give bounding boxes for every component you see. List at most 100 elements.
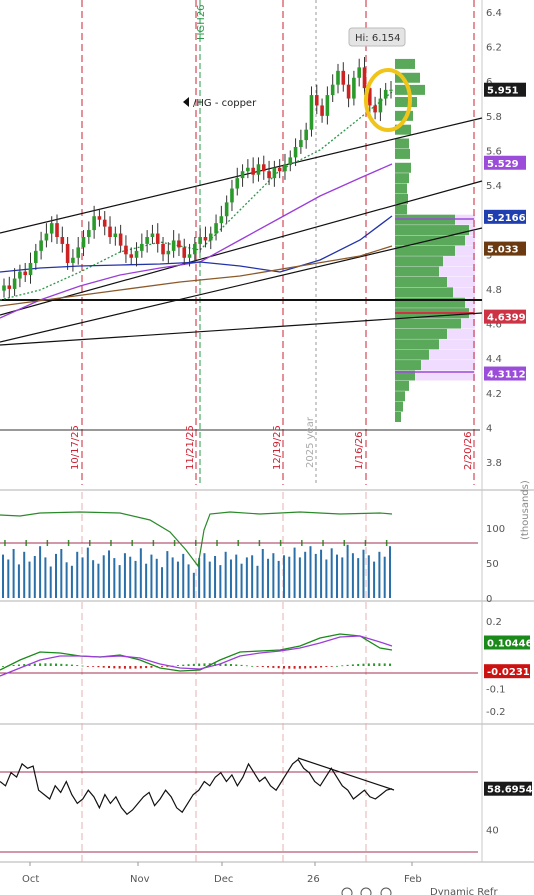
- macd-histogram-bar: [330, 666, 333, 667]
- volume-bar: [134, 560, 137, 598]
- trend-channel-mid: [0, 180, 483, 316]
- candle-body: [383, 89, 388, 99]
- candle-body: [7, 285, 12, 289]
- volume-profile-bar: [395, 412, 401, 422]
- candle-body: [325, 95, 330, 116]
- macd-tick-label: 0.2: [486, 617, 502, 628]
- macd-histogram-bar: [351, 664, 354, 666]
- candle-body: [362, 67, 367, 89]
- volume-profile-bar: [395, 287, 453, 298]
- volume-bars: [2, 540, 391, 598]
- macd-histogram-bar: [161, 666, 164, 667]
- candle-body: [28, 262, 33, 276]
- footer-controls[interactable]: Dynamic Refr: [341, 887, 498, 895]
- volume-bar: [97, 563, 100, 598]
- candle-body: [102, 219, 107, 227]
- volume-profile-bar: [395, 183, 407, 194]
- candle-body: [39, 240, 43, 251]
- volume-bar: [198, 558, 201, 598]
- volume-bar: [17, 564, 20, 598]
- volume-bar: [373, 561, 376, 598]
- candle-body: [314, 95, 319, 106]
- macd-histogram-bar: [55, 663, 58, 666]
- value-area-shade: [395, 370, 475, 381]
- volume-bar: [49, 566, 52, 598]
- volume-bar: [129, 556, 132, 598]
- macd-histogram-bar: [129, 666, 132, 669]
- volume-bar: [346, 544, 349, 598]
- candle-body: [129, 254, 134, 258]
- macd-histogram-bar: [320, 666, 323, 668]
- macd-histogram-bar: [298, 666, 301, 669]
- price-tag-box: [484, 309, 526, 324]
- macd-histogram-bar: [44, 663, 47, 666]
- volume-bar: [251, 555, 254, 598]
- rsi-tags: 58.6954: [484, 781, 533, 796]
- candle-body: [23, 271, 28, 276]
- macd-histogram-bar: [12, 664, 15, 666]
- macd-histogram-bar: [240, 664, 243, 666]
- candle-body: [367, 88, 372, 106]
- price-tag-box: [484, 155, 526, 170]
- price-tick-label: 4.8: [486, 285, 502, 296]
- volume-profile-bar: [395, 138, 409, 149]
- volume-bar: [282, 555, 285, 598]
- rsi-tag-label: 58.6954: [487, 785, 533, 796]
- macd-histogram-bar: [176, 665, 179, 666]
- macd-tag-box: [484, 664, 530, 679]
- macd-histogram-bar: [261, 666, 264, 667]
- candle-body: [34, 250, 38, 263]
- volume-profile-bar: [395, 297, 465, 308]
- volume-profile-bar: [395, 370, 415, 381]
- candle-body: [108, 226, 112, 237]
- volume-bar: [229, 559, 232, 598]
- volume-bar: [357, 558, 360, 598]
- zoom-icon[interactable]: [341, 887, 353, 895]
- volume-tick-label: 50: [486, 559, 499, 570]
- time-axis-label: 26: [307, 874, 320, 885]
- price-tag-label: 5.2166: [487, 213, 526, 224]
- long-trendline: [0, 312, 483, 346]
- volume-profile-bar: [395, 193, 408, 204]
- candle-body: [277, 167, 282, 172]
- volume-bar: [65, 562, 68, 598]
- macd-histogram-bar: [65, 664, 68, 666]
- candle-body: [97, 216, 102, 220]
- contract-label: HGH26: [196, 4, 207, 40]
- volume-profile-bar: [395, 110, 413, 121]
- volume-profile-bar: [395, 277, 447, 287]
- value-area-shade: [395, 349, 475, 360]
- macd-histogram-bar: [314, 666, 317, 668]
- volume-profile-bar: [395, 245, 455, 256]
- volume-profile-bar: [395, 72, 420, 83]
- volume-bar: [335, 554, 338, 598]
- volume-bar: [113, 558, 116, 598]
- macd-histogram-bar: [182, 664, 185, 666]
- candle-body: [12, 278, 17, 289]
- macd-histogram-bar: [60, 663, 63, 666]
- volume-profile-bar: [395, 148, 410, 159]
- candle-body: [166, 250, 171, 255]
- volume-bar: [33, 556, 36, 598]
- candle-body: [357, 67, 361, 78]
- volume-bar: [155, 558, 158, 598]
- volume-profile-bar: [395, 97, 417, 107]
- ma-blue: [0, 215, 393, 273]
- time-axis-label: Feb: [404, 874, 422, 885]
- volume-bar: [378, 551, 381, 598]
- candle-body: [240, 171, 245, 179]
- volume-bar: [288, 556, 291, 598]
- volume-bar: [267, 558, 270, 598]
- candle-body: [76, 247, 81, 258]
- macd-histogram-bar: [378, 663, 381, 666]
- macd-histogram-bar: [341, 665, 344, 667]
- candle-body: [341, 70, 346, 85]
- candle-body: [150, 233, 155, 237]
- macd-histogram-bar: [192, 663, 195, 666]
- candle-body: [389, 89, 393, 91]
- macd-histogram-bar: [108, 666, 111, 669]
- settings-icon[interactable]: [360, 887, 372, 895]
- hi-label: Hi: 6.154: [348, 27, 406, 47]
- refresh-icon[interactable]: [380, 887, 392, 895]
- candle-body: [272, 167, 277, 179]
